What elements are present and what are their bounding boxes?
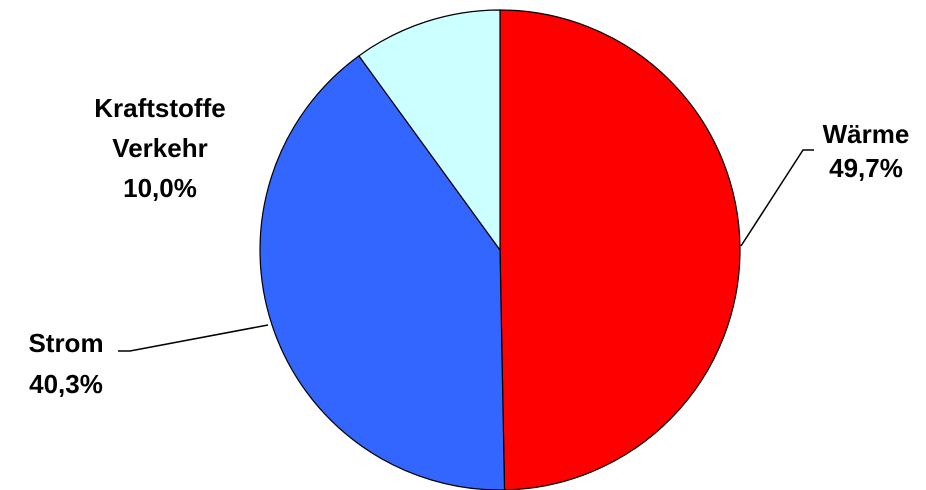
- pie-slices: [259, 9, 741, 490]
- slice-waerme: [499, 9, 741, 490]
- slice-strom: [259, 54, 506, 490]
- label-waerme-name: Wärme: [823, 119, 910, 149]
- leader-lines: [118, 149, 814, 352]
- label-waerme-value: 49,7%: [829, 153, 903, 183]
- leader-line-strom: [118, 324, 269, 352]
- label-kraftstoffe-line2: Verkehr: [112, 133, 207, 163]
- leader-line-waerme: [740, 149, 814, 247]
- label-strom-name: Strom: [28, 328, 103, 358]
- label-kraftstoffe-value: 10,0%: [123, 173, 197, 203]
- slice-kraftstoffe-verkehr: [358, 9, 501, 252]
- label-kraftstoffe-line1: Kraftstoffe: [94, 93, 225, 123]
- label-strom-value: 40,3%: [29, 369, 103, 399]
